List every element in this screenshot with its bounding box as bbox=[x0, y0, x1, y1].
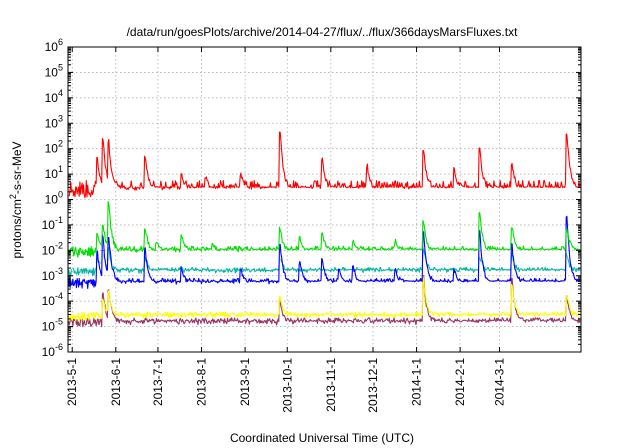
y-tick-label: 10-5 bbox=[42, 317, 63, 334]
y-tick-label: 10-2 bbox=[42, 240, 63, 257]
y-tick-label: 100 bbox=[45, 190, 63, 207]
axis-ticks bbox=[68, 46, 581, 353]
series-line bbox=[68, 131, 581, 199]
grid bbox=[68, 47, 581, 352]
y-tick-label: 104 bbox=[45, 88, 63, 105]
x-axis-label: Coordinated Universal Time (UTC) bbox=[230, 431, 414, 445]
series-line bbox=[68, 215, 581, 290]
y-tick-label: 102 bbox=[45, 139, 63, 156]
x-tick-label: 2013-7-1 bbox=[151, 358, 165, 406]
y-tick-label: 105 bbox=[45, 62, 63, 79]
y-tick-label: 10-6 bbox=[42, 342, 63, 359]
series-line bbox=[68, 276, 581, 322]
y-axis-label-superscript: 2 bbox=[8, 194, 18, 199]
series-line bbox=[68, 275, 581, 328]
series-line bbox=[68, 201, 581, 258]
x-tick-label: 2014-3-1 bbox=[492, 358, 506, 406]
y-tick-label: 101 bbox=[45, 164, 63, 181]
y-tick-label: 103 bbox=[45, 113, 63, 130]
y-axis-label-main: protons/cm bbox=[10, 199, 24, 258]
chart-title: /data/run/goesPlots/archive/2014-04-27/f… bbox=[127, 25, 519, 39]
y-tick-label: 106 bbox=[45, 37, 63, 54]
x-tick-labels: 2013-5-1 2013-6-1 2013-7-1 2013-8-1 2013-9-1… bbox=[65, 358, 506, 413]
series-group bbox=[68, 131, 581, 328]
x-tick-label: 2014-2-1 bbox=[453, 358, 467, 406]
x-tick-label: 2013-12-1 bbox=[366, 358, 380, 413]
x-tick-label: 2013-5-1 bbox=[65, 358, 79, 406]
series-line bbox=[68, 243, 581, 270]
y-tick-label: 10-1 bbox=[42, 215, 63, 232]
y-tick-labels: 10-6 10-5 10-4 10-3 10-2 10-1 100 101 102 103 104 1… bbox=[42, 37, 63, 359]
x-tick-label: 2013-6-1 bbox=[109, 358, 123, 406]
y-tick-label: 10-3 bbox=[42, 266, 63, 283]
x-tick-label: 2013-8-1 bbox=[195, 358, 209, 406]
x-tick-label: 2013-9-1 bbox=[238, 358, 252, 406]
y-axis-label-rest: -s-sr-MeV bbox=[10, 141, 24, 194]
y-axis-label: protons/cm2-s-sr-MeV bbox=[8, 141, 24, 258]
x-tick-label: 2013-11-1 bbox=[324, 358, 338, 412]
y-tick-label: 10-4 bbox=[42, 291, 63, 308]
x-tick-label: 2013-10-1 bbox=[280, 358, 294, 413]
x-tick-label: 2014-1-1 bbox=[410, 358, 424, 406]
